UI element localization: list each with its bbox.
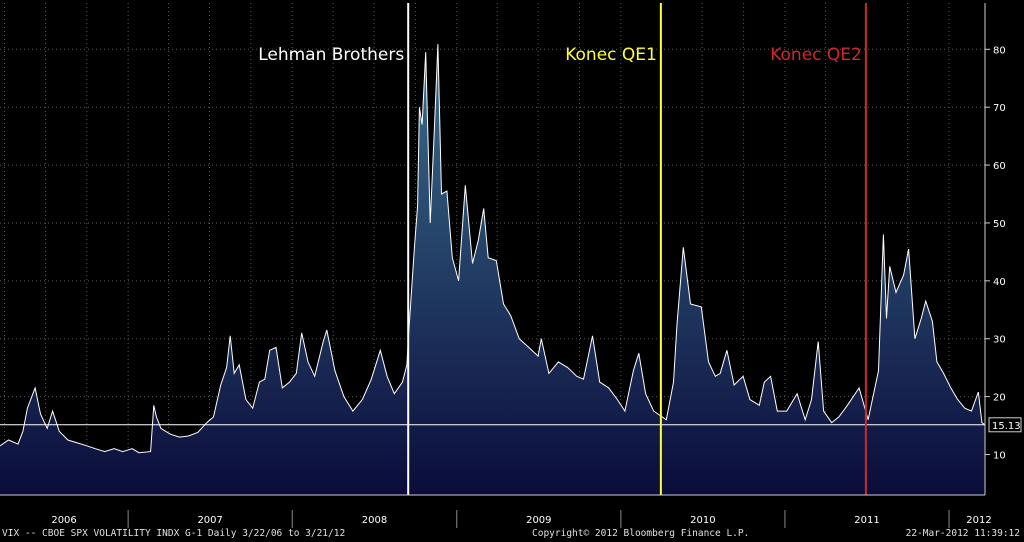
footer-bar: VIX -- CBOE SPX VOLATILITY INDX G-1 Dail… xyxy=(0,528,1024,542)
event-label-2: Konec QE2 xyxy=(770,45,862,65)
y-tick-label: 60 xyxy=(993,161,1006,172)
x-year-label: 2010 xyxy=(690,515,715,526)
event-label-0: Lehman Brothers xyxy=(258,45,404,65)
x-axis-band xyxy=(0,510,1024,528)
y-tick-label: 40 xyxy=(993,277,1006,288)
y-tick-label: 30 xyxy=(993,335,1006,346)
y-tick-label: 70 xyxy=(993,103,1006,114)
y-tick-label: 80 xyxy=(993,45,1006,56)
x-year-label: 2011 xyxy=(854,515,879,526)
annotations: Lehman Brothers Konec QE1 Konec QE2 xyxy=(258,3,867,495)
x-year-label: 2008 xyxy=(362,515,387,526)
footer-timestamp: 22-Mar-2012 11:39:12 xyxy=(905,528,1020,539)
footer-copyright: Copyright© 2012 Bloomberg Finance L.P. xyxy=(532,528,750,539)
x-year-label: 2006 xyxy=(51,515,76,526)
x-year-label: 2009 xyxy=(526,515,551,526)
vix-series-line xyxy=(0,44,986,454)
x-year-label: 2007 xyxy=(197,515,222,526)
y-axis: 10 20 30 40 50 60 70 80 xyxy=(984,3,1006,495)
y-tick-label: 10 xyxy=(993,450,1006,461)
last-value-label: 15.13 xyxy=(988,417,1022,433)
event-label-1: Konec QE1 xyxy=(565,45,657,65)
y-tick-label: 50 xyxy=(993,219,1006,230)
last-value-box xyxy=(988,417,1022,433)
x-year-label: 2012 xyxy=(966,515,991,526)
x-axis: 2006 2007 2008 2009 2010 2011 2012 xyxy=(0,494,1024,528)
last-value-text: 15.13 xyxy=(992,421,1021,432)
y-tick-label: 20 xyxy=(993,393,1006,404)
vix-area-fill xyxy=(0,44,985,495)
footer-security-info: VIX -- CBOE SPX VOLATILITY INDX G-1 Dail… xyxy=(2,528,346,539)
